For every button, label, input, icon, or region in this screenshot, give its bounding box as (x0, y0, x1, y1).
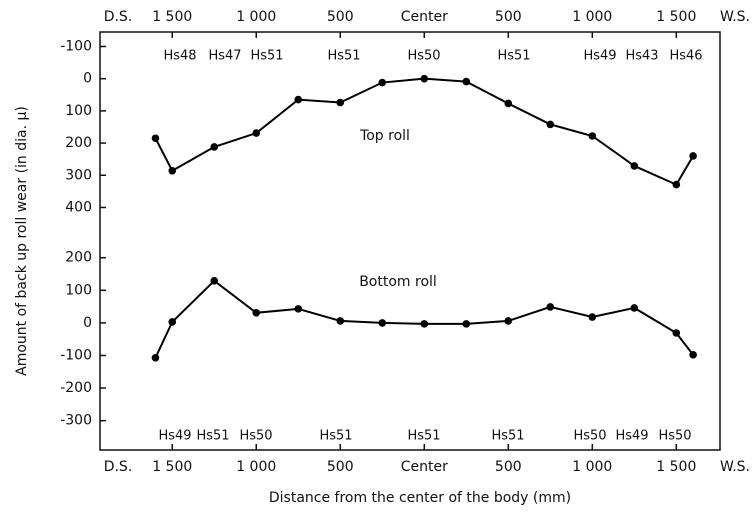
annotation: Bottom roll (359, 274, 437, 290)
data-point (336, 98, 345, 107)
data-point (588, 313, 597, 321)
data-point (378, 78, 387, 87)
data-point (294, 95, 303, 104)
x-tick-label: 1 000 (236, 9, 276, 25)
hardness-label: Hs48 (163, 49, 196, 64)
x-tick-label: Center (401, 459, 448, 475)
data-point (336, 317, 345, 325)
data-point (546, 303, 555, 311)
y-tick-label: -200 (60, 380, 92, 396)
data-point (210, 143, 219, 151)
data-point (630, 304, 639, 312)
data-point (462, 320, 471, 328)
data-point (151, 134, 160, 143)
data-point (378, 319, 387, 327)
data-point (689, 152, 697, 160)
y-axis-label: Amount of back up roll wear (in dia. μ) (14, 106, 30, 376)
x-tick-label: 1 000 (236, 459, 276, 475)
hardness-label: Hs51 (196, 429, 229, 444)
y-tick-label: 100 (65, 282, 92, 298)
y-tick-label: -100 (60, 347, 92, 363)
annotation: Top roll (359, 128, 410, 144)
x-end-label: D.S. (104, 9, 133, 25)
y-tick-label: 400 (65, 199, 92, 215)
y-tick-label: 200 (65, 250, 92, 266)
x-end-label: D.S. (104, 459, 133, 475)
data-point (588, 132, 597, 140)
x-tick-label: Center (401, 9, 448, 25)
data-point (672, 180, 681, 189)
data-point (630, 162, 639, 170)
data-point (294, 305, 303, 313)
hardness-label: Hs46 (669, 49, 702, 64)
data-point (151, 353, 160, 362)
x-tick-label: 1 000 (572, 459, 612, 475)
y-tick-label: 300 (65, 167, 92, 183)
data-point (168, 318, 177, 326)
hardness-label: Hs51 (319, 429, 352, 444)
x-end-label: W.S. (720, 9, 750, 25)
series-line (154, 279, 694, 359)
data-point (420, 74, 429, 83)
hardness-label: Hs51 (250, 49, 283, 64)
series-line (154, 77, 694, 186)
hardness-label: Hs49 (158, 429, 191, 444)
hardness-label: Hs43 (625, 49, 658, 64)
x-axis-label: Distance from the center of the body (mm… (269, 490, 571, 506)
data-point (504, 317, 513, 325)
x-tick-label: 1 500 (656, 9, 696, 25)
hardness-label: Hs50 (658, 429, 691, 444)
plot-frame (99, 31, 721, 451)
x-end-label: W.S. (720, 459, 750, 475)
hardness-label: Hs49 (615, 429, 648, 444)
hardness-label: Hs50 (407, 49, 440, 64)
y-tick-label: 0 (83, 315, 92, 331)
y-tick-label: 200 (65, 135, 92, 151)
data-point (210, 277, 219, 285)
data-point (689, 351, 697, 359)
data-point (504, 99, 513, 108)
x-tick-label: 1 500 (152, 9, 192, 25)
y-tick-label: -100 (60, 38, 92, 54)
data-point (168, 166, 177, 175)
x-tick-label: 500 (327, 9, 354, 25)
y-tick-label: 100 (65, 103, 92, 119)
data-point (546, 120, 555, 129)
x-tick-label: 1 500 (656, 459, 696, 475)
x-tick-label: 1 500 (152, 459, 192, 475)
y-tick-label: -300 (60, 413, 92, 429)
data-point (672, 329, 681, 337)
hardness-label: Hs47 (208, 49, 241, 64)
hardness-label: Hs50 (573, 429, 606, 444)
x-tick-label: 500 (495, 9, 522, 25)
x-tick-label: 1 000 (572, 9, 612, 25)
hardness-label: Hs49 (583, 49, 616, 64)
data-point (462, 77, 471, 86)
data-point (252, 129, 261, 137)
hardness-label: Hs51 (327, 49, 360, 64)
data-point (252, 308, 261, 317)
y-tick-label: 0 (83, 71, 92, 87)
hardness-label: Hs51 (491, 429, 524, 444)
x-tick-label: 500 (327, 459, 354, 475)
hardness-label: Hs50 (239, 429, 272, 444)
hardness-label: Hs51 (407, 429, 440, 444)
x-tick-label: 500 (495, 459, 522, 475)
data-point (420, 320, 429, 328)
hardness-label: Hs51 (497, 49, 530, 64)
